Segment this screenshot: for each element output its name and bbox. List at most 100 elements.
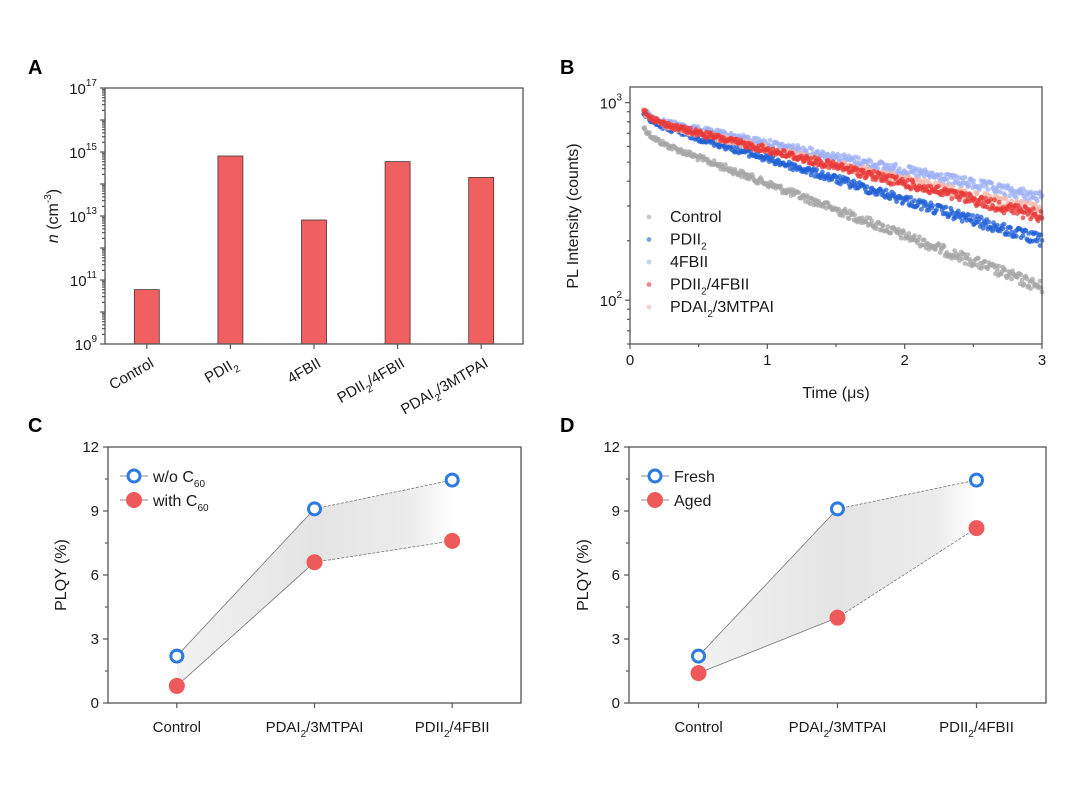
data-point [770,146,776,152]
y-tick-label: 3 [612,631,620,648]
legend-label: w/o C60 [152,469,205,490]
data-point [983,222,989,228]
tick-base: 10 [69,209,86,226]
data-point [979,183,985,189]
data-point [874,175,879,180]
data-point [1013,233,1019,239]
panel-label-d: D [560,415,574,437]
data-point [930,171,936,176]
x-tick-label: 2 [900,352,908,369]
y-tick-label: 0 [612,695,620,712]
data-point [687,125,693,131]
data-point [1011,210,1016,216]
data-point [921,237,927,243]
legend-marker [646,259,652,265]
data-point [893,161,898,167]
tick-exp: 9 [91,334,97,345]
data-point [790,143,796,148]
data-point [941,244,947,249]
data-point [836,206,841,212]
data-point [814,167,820,173]
series-line-0 [698,508,838,657]
label-main: w/o C [152,469,194,486]
data-point [965,252,971,258]
y-tick-label: 1017 [69,78,97,98]
data-point [1008,225,1013,231]
data-point [986,219,992,225]
data-point [1020,233,1026,239]
label-main: with C [152,493,197,510]
data-point [979,195,985,201]
data-point [656,137,662,143]
data-point [934,207,939,213]
data-point [1020,215,1026,221]
data-point [1031,206,1036,212]
data-point [988,196,994,202]
legend-label: Aged [674,493,711,510]
panel-b-x-title: Time (μs) [802,385,869,402]
label-main: PDII [670,277,701,294]
data-point [864,184,870,190]
x-tick-label: PDII2/4FBII [415,719,490,740]
tick-base: 10 [69,145,86,162]
legend-marker-open [126,468,142,484]
label-sub: 2 [444,729,450,740]
data-point [994,222,1000,228]
marker-open [969,472,984,488]
data-point [874,226,879,231]
data-point [1037,189,1043,195]
data-point [996,263,1002,269]
data-point [933,180,938,185]
x-tick-label: 3 [1038,352,1046,369]
data-point [1009,198,1014,204]
label-main: PDII [670,232,701,249]
panel-b-y-title: PL Intensity (counts) [565,143,582,288]
data-point [928,184,934,189]
data-point [1000,226,1006,232]
data-point [891,181,897,187]
data-point [875,166,880,172]
data-point [1001,221,1007,227]
x-tick-label: PDII2/4FBII [334,355,409,411]
data-point [852,212,858,218]
label-main: PDAI [670,299,707,316]
marker-filled [444,532,461,549]
data-point [734,136,740,142]
data-point [1008,202,1013,207]
data-point [856,155,861,161]
label-main: PDAI [398,386,437,418]
bar-0 [133,289,160,345]
panel-a-y-title: n (cm-3) [43,189,62,243]
data-point [1021,281,1027,287]
data-point [840,162,845,168]
data-point [796,190,802,196]
panel-c-y-title: PLQY (%) [53,539,70,611]
data-point [883,187,889,193]
data-point [933,247,938,252]
tick-base: 10 [69,81,86,98]
panel-a-bars [133,155,495,345]
label-tail: /3MTPAI [829,719,886,736]
data-point [1037,278,1043,284]
y-title-rest: (cm [45,203,62,234]
data-point [1034,198,1040,204]
legend-label: 4FBII [670,254,708,271]
legend-label: PDII2/4FBII [670,277,749,298]
data-point [877,170,882,176]
y-tick-label: 0 [91,695,99,712]
label-sub: 2 [707,309,713,320]
data-point [674,122,680,128]
data-point [962,175,968,180]
data-point [989,180,994,186]
marker-filled [968,520,985,537]
data-point [838,181,843,187]
data-point [809,146,815,152]
label-sub: 2 [301,729,307,740]
